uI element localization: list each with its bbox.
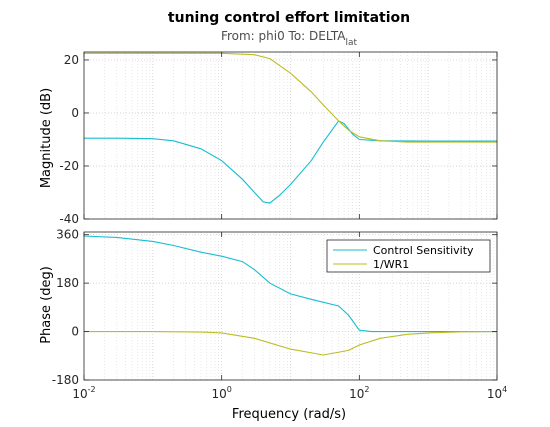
magnitude-series-wr1 — [84, 52, 497, 143]
x-tick-label-exponent: 2 — [364, 385, 369, 394]
phase-y-tick-label: 0 — [71, 325, 79, 339]
x-tick-label-base: 10 — [72, 387, 87, 401]
phase-y-tick-label: 180 — [56, 276, 79, 290]
phase-y-tick-label: 360 — [56, 228, 79, 242]
chart-subtitle-main: From: phi0 To: DELTA — [221, 29, 346, 43]
phase-y-axis-label: Phase (deg) — [39, 266, 54, 344]
phase-series-control-sensitivity — [83, 235, 497, 333]
magnitude-axes-box — [83, 51, 498, 220]
phase-series-wr1 — [84, 331, 498, 356]
legend-label-wr1: 1/WR1 — [373, 258, 409, 271]
chart-subtitle: From: phi0 To: DELTAlat — [221, 29, 358, 48]
magnitude-y-tick-label: -40 — [59, 212, 79, 226]
magnitude-y-axis-label: Magnitude (dB) — [39, 88, 54, 188]
x-tick-label: 100 — [211, 385, 231, 401]
magnitude-y-tick-label: 0 — [71, 106, 79, 120]
phase-axes-box — [83, 231, 498, 381]
phase-y-tick-label: -180 — [52, 373, 79, 387]
magnitude-y-tick-label: -20 — [59, 159, 79, 173]
chart-title: tuning control effort limitation — [168, 10, 410, 26]
x-tick-label-base: 10 — [349, 387, 364, 401]
x-tick-label: 104 — [487, 385, 507, 401]
x-tick-label-exponent: 0 — [227, 385, 232, 394]
x-tick-label-exponent: -2 — [88, 385, 96, 394]
x-tick-label-base: 10 — [211, 387, 226, 401]
legend-label-control-sensitivity: Control Sensitivity — [373, 244, 474, 257]
x-tick-label: 10-2 — [72, 385, 95, 401]
x-tick-label-exponent: 4 — [502, 385, 507, 394]
chart-subtitle-subscript: lat — [346, 38, 358, 48]
x-tick-label: 102 — [349, 385, 369, 401]
magnitude-series-control-sensitivity — [84, 120, 497, 204]
magnitude-y-tick-label: 20 — [64, 53, 79, 67]
x-tick-label-base: 10 — [487, 387, 502, 401]
legend-box — [326, 239, 491, 273]
magnitude-panel: -40 -20 0 20 — [59, 51, 498, 226]
x-axis-label: Frequency (rad/s) — [232, 407, 346, 422]
